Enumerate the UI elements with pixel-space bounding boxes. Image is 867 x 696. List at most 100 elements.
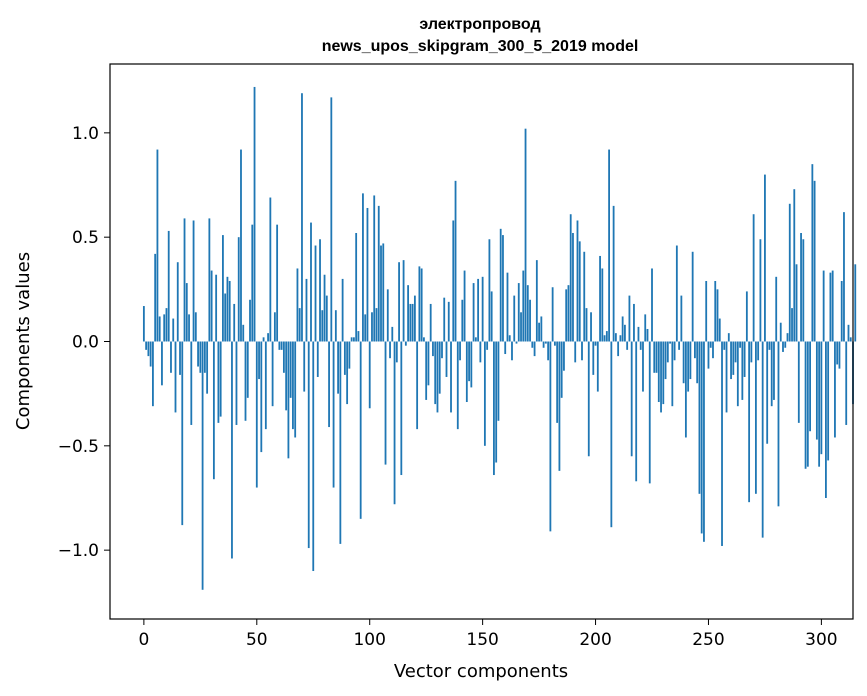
bar-34 [219,341,222,417]
bar-312 [847,324,850,342]
bar-185 [560,341,563,398]
bar-97 [362,193,364,342]
bar-173 [533,341,536,357]
bar-7 [158,316,161,342]
bar-239 [682,341,685,384]
bar-25 [199,341,202,373]
bar-65 [289,341,292,398]
bar-276 [766,341,769,444]
bar-59 [276,224,279,342]
bar-138 [454,180,457,342]
bar-165 [515,341,518,344]
bar-24 [197,341,199,367]
bar-92 [350,337,353,342]
bar-201 [596,341,599,392]
bar-121 [416,341,419,430]
bar-21 [190,341,193,425]
bar-284 [784,341,787,348]
bar-195 [583,251,586,342]
bar-2 [147,341,150,357]
bar-142 [463,270,466,342]
bar-282 [779,322,782,342]
bar-260 [730,341,732,380]
bar-198 [590,312,592,342]
bar-209 [614,333,617,342]
bar-202 [599,255,601,342]
bar-158 [499,228,502,342]
x-tick-label: 300 [805,630,837,650]
bar-159 [502,235,504,342]
bar-268 [748,341,751,503]
bar-218 [635,341,638,482]
bar-262 [734,341,737,363]
bar-4 [152,341,154,407]
y-axis-ticks: −1.0 −0.5 0.0 0.5 1.0 [58,124,110,561]
bar-280 [775,276,778,342]
bar-167 [520,312,522,342]
bar-244 [694,341,696,359]
bar-44 [242,324,245,342]
bar-82 [328,341,330,428]
bar-55 [267,333,269,342]
y-tick-label: −0.5 [58,437,99,457]
bar-292 [802,239,805,342]
bar-177 [542,341,545,348]
bar-114 [400,341,403,476]
bar-224 [648,341,651,484]
bar-300 [820,341,823,455]
bar-36 [224,293,227,342]
bar-245 [696,341,699,384]
bar-135 [447,301,450,342]
bar-194 [581,341,583,361]
x-axis-ticks: 0 50 100 150 200 250 300 [138,619,838,650]
bar-306 [834,341,836,438]
bar-206 [608,149,610,342]
bar-139 [456,341,459,430]
bar-68 [296,268,299,342]
bar-57 [271,341,274,407]
bar-78 [319,239,321,342]
bar-23 [194,312,197,342]
bar-254 [716,289,719,342]
bar-124 [423,337,425,342]
bar-20 [188,314,190,342]
bar-186 [563,341,565,371]
bar-19 [185,283,188,342]
bar-270 [752,214,755,342]
bar-109 [389,341,391,359]
bar-200 [594,341,597,346]
bar-13 [172,318,175,342]
bar-122 [418,266,421,342]
bar-134 [445,341,448,377]
bar-27 [203,341,206,373]
bar-72 [305,278,308,342]
bar-271 [754,341,757,494]
bar-174 [535,260,538,342]
bar-232 [666,341,669,363]
bar-179 [547,341,550,361]
bar-70 [301,93,303,342]
bar-168 [522,270,525,342]
bar-304 [829,272,832,342]
bar-67 [294,341,297,438]
x-tick-label: 200 [579,630,611,650]
bar-263 [736,341,739,407]
bar-128 [432,341,434,357]
bar-259 [727,333,730,342]
bar-52 [260,341,263,453]
bar-90 [346,341,349,405]
bar-183 [556,341,559,423]
chart-title-line2: news_upos_skipgram_300_5_2019 model [322,38,639,55]
bar-102 [373,195,376,342]
bar-69 [298,308,301,342]
bar-214 [626,341,629,350]
bar-249 [705,280,708,342]
bar-290 [797,341,800,423]
bar-294 [806,341,809,467]
bar-188 [567,285,570,342]
bar-210 [617,341,620,357]
bar-169 [524,128,527,342]
bar-243 [691,251,694,342]
bar-45 [244,341,247,421]
bar-62 [282,341,285,373]
